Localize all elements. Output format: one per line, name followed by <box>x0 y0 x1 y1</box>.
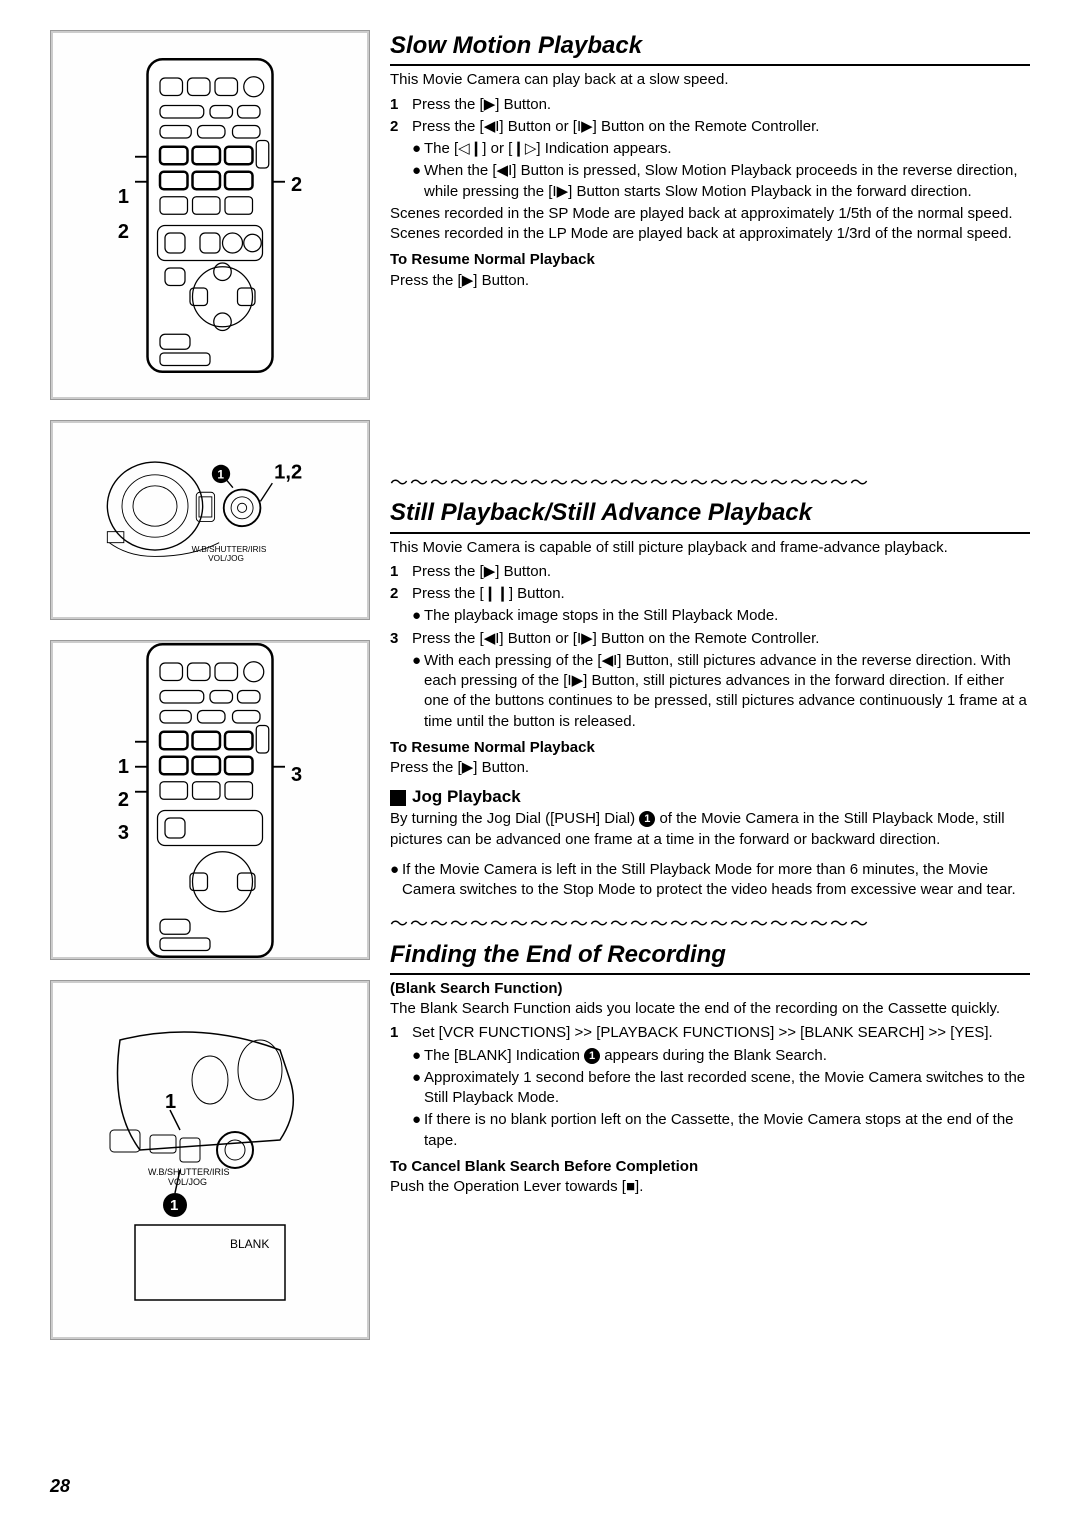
svg-text:1: 1 <box>217 468 224 482</box>
section3-subhead: (Blank Search Function) <box>390 979 1030 999</box>
jog-text: By turning the Jog Dial ([PUSH] Dial) 1 … <box>390 809 1030 850</box>
step-text: Press the [◀I] Button or [I▶] Button on … <box>412 117 1030 137</box>
section1-title: Slow Motion Playback <box>390 30 1030 66</box>
bullet1a: The [BLANK] Indication <box>424 1047 584 1064</box>
page-number: 28 <box>50 1476 70 1497</box>
diagram-camera-blank: W.B/SHUTTER/IRIS VOL/JOG 1 1 BLANK <box>50 980 370 1340</box>
bullet-icon: ● <box>412 1110 424 1151</box>
remote-icon <box>135 53 285 378</box>
section2-bullet2: ● With each pressing of the [◀I] Button,… <box>390 651 1030 732</box>
section1-resume-text: Press the [▶] Button. <box>390 271 1030 291</box>
section2-step3: 3 Press the [◀I] Button or [I▶] Button o… <box>390 629 1030 649</box>
bullet-icon: ● <box>412 139 424 159</box>
section2-step2: 2 Press the [❙❙] Button. <box>390 584 1030 604</box>
section1-body1: Scenes recorded in the SP Mode are playe… <box>390 204 1030 224</box>
callout-2-right: 2 <box>291 174 302 197</box>
section1-bullet1: ● The [◁❙] or [❙▷] Indication appears. <box>390 139 1030 159</box>
step-number: 3 <box>390 629 412 649</box>
jog-head-text: Jog Playback <box>412 786 521 809</box>
page-layout: 1 2 <box>50 30 1030 1340</box>
camera-blank-icon: W.B/SHUTTER/IRIS VOL/JOG 1 1 BLANK <box>80 1010 340 1310</box>
divider-icon: ～～～～～～～～～～～～～～～～～～～～～～～～ <box>390 471 1030 495</box>
section2-intro: This Movie Camera is capable of still pi… <box>390 538 1030 558</box>
bullet-icon: ● <box>412 1068 424 1109</box>
section3-cancel-text: Push the Operation Lever towards [■]. <box>390 1177 1030 1197</box>
bullet-icon: ● <box>412 606 424 626</box>
divider-icon-2: ～～～～～～～～～～～～～～～～～～～～～～～～ <box>390 912 1030 936</box>
section1-step2: 2 Press the [◀I] Button or [I▶] Button o… <box>390 117 1030 137</box>
callout-1-2: 1,2 <box>274 462 302 484</box>
section3-cancel-head: To Cancel Blank Search Before Completion <box>390 1157 1030 1177</box>
section2-note: ● If the Movie Camera is left in the Sti… <box>390 860 1030 901</box>
blank-text: BLANK <box>230 1237 269 1251</box>
step-text: Press the [▶] Button. <box>412 95 1030 115</box>
diagram-remote-2: 1 2 3 <box>50 640 370 960</box>
section3-step1: 1 Set [VCR FUNCTIONS] >> [PLAYBACK FUNCT… <box>390 1023 1030 1043</box>
step-text: Set [VCR FUNCTIONS] >> [PLAYBACK FUNCTIO… <box>412 1023 1030 1043</box>
callout-1b: 1 <box>118 756 129 779</box>
section3-bullet3: ● If there is no blank portion left on t… <box>390 1110 1030 1151</box>
bullet-text: The [◁❙] or [❙▷] Indication appears. <box>424 139 1030 159</box>
bullet-text: Approximately 1 second before the last r… <box>424 1068 1030 1109</box>
svg-text:1: 1 <box>170 1197 178 1214</box>
svg-text:VOL/JOG: VOL/JOG <box>168 1177 207 1187</box>
bullet-icon: ● <box>412 651 424 732</box>
step-text: Press the [▶] Button. <box>412 562 1030 582</box>
note-text: If the Movie Camera is left in the Still… <box>402 860 1030 901</box>
svg-text:VOL/JOG: VOL/JOG <box>208 554 244 563</box>
section2-title: Still Playback/Still Advance Playback <box>390 497 1030 533</box>
circled-1-icon: 1 <box>639 811 655 827</box>
bullet-text: The [BLANK] Indication 1 appears during … <box>424 1046 1030 1066</box>
diagram-camera-jog: 1 W.B/SHUTTER/IRIS VOL/JOG 1,2 <box>50 420 370 620</box>
bullet-icon: ● <box>412 161 424 202</box>
section1-intro: This Movie Camera can play back at a slo… <box>390 70 1030 90</box>
step-number: 2 <box>390 584 412 604</box>
step-text: Press the [❙❙] Button. <box>412 584 1030 604</box>
remote-icon-2 <box>135 638 285 963</box>
section2-resume-head: To Resume Normal Playback <box>390 738 1030 758</box>
callout-2b: 2 <box>118 789 129 812</box>
step-number: 1 <box>390 562 412 582</box>
section3-bullet1: ● The [BLANK] Indication 1 appears durin… <box>390 1046 1030 1066</box>
section2-bullet1: ● The playback image stops in the Still … <box>390 606 1030 626</box>
bullet-text: When the [◀I] Button is pressed, Slow Mo… <box>424 161 1030 202</box>
section1-body2: Scenes recorded in the LP Mode are playe… <box>390 224 1030 244</box>
bullet-icon: ● <box>412 1046 424 1066</box>
section3-title: Finding the End of Recording <box>390 939 1030 975</box>
section3-bullet2: ● Approximately 1 second before the last… <box>390 1068 1030 1109</box>
camera-jog-icon: 1 W.B/SHUTTER/IRIS VOL/JOG 1,2 <box>100 451 320 589</box>
callout-1: 1 <box>118 186 129 209</box>
section1-bullet2: ● When the [◀I] Button is pressed, Slow … <box>390 161 1030 202</box>
section3-intro: The Blank Search Function aids you locat… <box>390 999 1030 1019</box>
step-number: 1 <box>390 1023 412 1043</box>
step-number: 2 <box>390 117 412 137</box>
diagram-remote-1: 1 2 <box>50 30 370 400</box>
callout-3b: 3 <box>118 822 129 845</box>
left-column: 1 2 <box>50 30 370 1340</box>
svg-text:W.B/SHUTTER/IRIS: W.B/SHUTTER/IRIS <box>148 1167 230 1177</box>
right-column: Slow Motion Playback This Movie Camera c… <box>390 30 1030 1340</box>
jog-head: Jog Playback <box>390 786 1030 809</box>
bullet-text: If there is no blank portion left on the… <box>424 1110 1030 1151</box>
circled-1-icon: 1 <box>584 1048 600 1064</box>
jog-text-part1: By turning the Jog Dial ([PUSH] Dial) <box>390 810 639 827</box>
black-square-icon <box>390 790 406 806</box>
step-number: 1 <box>390 95 412 115</box>
section1-step1: 1 Press the [▶] Button. <box>390 95 1030 115</box>
bullet-icon: ● <box>390 860 402 901</box>
bullet-text: The playback image stops in the Still Pl… <box>424 606 1030 626</box>
svg-text:1: 1 <box>165 1091 176 1113</box>
bullet-text: With each pressing of the [◀I] Button, s… <box>424 651 1030 732</box>
step-text: Press the [◀I] Button or [I▶] Button on … <box>412 629 1030 649</box>
section2-resume-text: Press the [▶] Button. <box>390 758 1030 778</box>
section2-step1: 1 Press the [▶] Button. <box>390 562 1030 582</box>
section1-resume-head: To Resume Normal Playback <box>390 250 1030 270</box>
callout-2: 2 <box>118 221 129 244</box>
bullet1b: appears during the Blank Search. <box>604 1047 827 1064</box>
callout-3-right: 3 <box>291 764 302 787</box>
